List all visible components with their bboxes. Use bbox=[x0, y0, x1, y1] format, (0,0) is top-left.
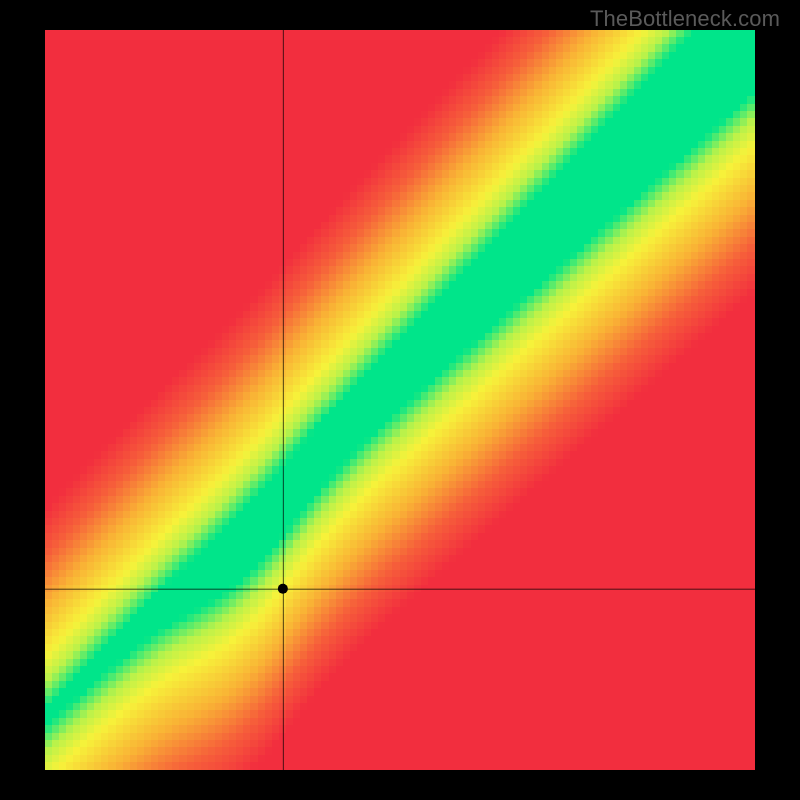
watermark-text: TheBottleneck.com bbox=[590, 6, 780, 32]
chart-container: TheBottleneck.com bbox=[0, 0, 800, 800]
bottleneck-heatmap bbox=[45, 30, 755, 770]
